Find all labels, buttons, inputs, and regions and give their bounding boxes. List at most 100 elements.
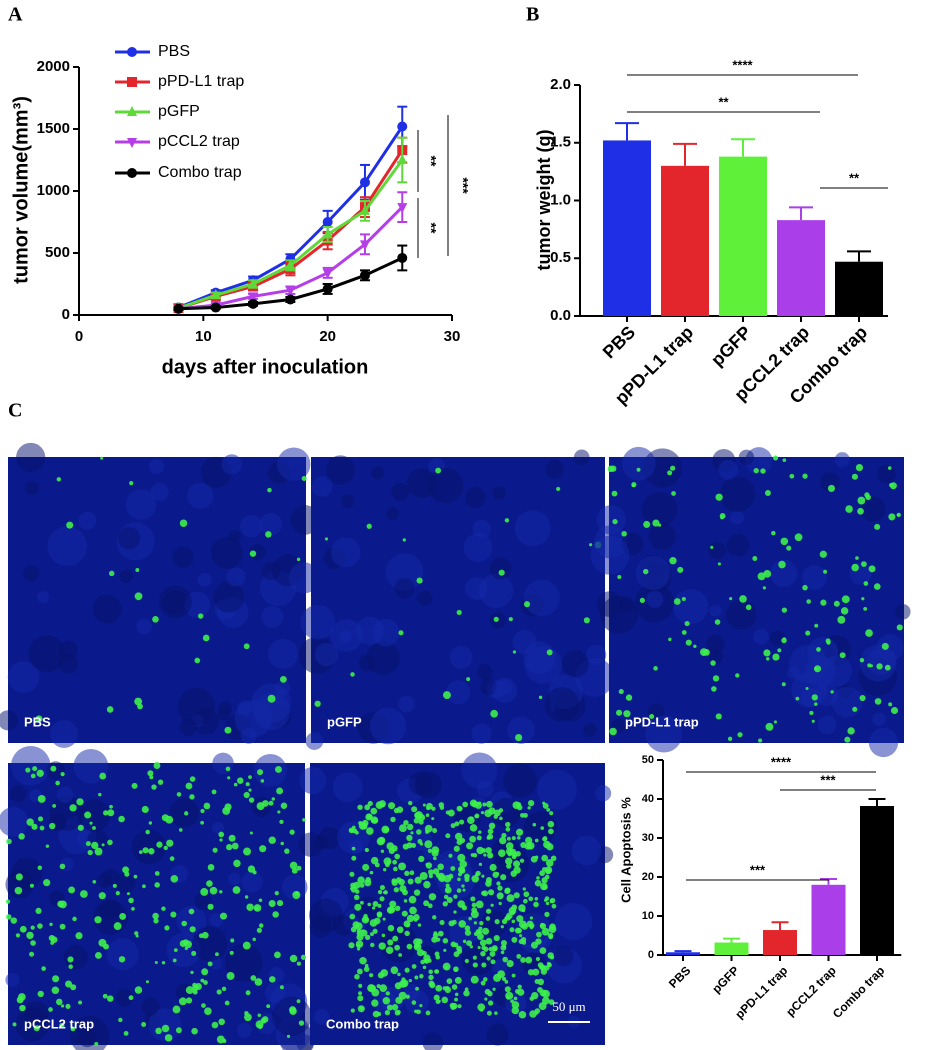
cell	[109, 804, 113, 809]
legend-label: PBS	[158, 43, 190, 60]
cell	[473, 932, 478, 937]
texture	[117, 527, 140, 550]
cell	[406, 923, 410, 928]
cell	[546, 649, 553, 656]
cell	[172, 958, 177, 963]
significance-label: **	[718, 94, 729, 109]
cell	[446, 897, 453, 904]
cell	[490, 959, 496, 965]
cell	[354, 973, 360, 980]
cell	[152, 615, 159, 623]
cell	[445, 833, 451, 839]
cell	[546, 807, 551, 812]
cell	[52, 803, 57, 808]
cell	[855, 463, 864, 472]
texture	[237, 1022, 252, 1038]
cell	[516, 927, 522, 934]
cell	[486, 800, 493, 808]
cell	[118, 956, 126, 963]
texture	[106, 938, 139, 971]
cell	[442, 938, 449, 944]
cell	[76, 798, 84, 806]
cell	[94, 1041, 99, 1047]
cell	[391, 1004, 399, 1011]
cell	[471, 800, 479, 808]
cell	[395, 877, 402, 883]
cell	[364, 963, 369, 968]
cell	[814, 702, 818, 706]
cell	[398, 630, 404, 636]
texture	[78, 799, 111, 832]
cell	[500, 939, 507, 946]
legend-marker	[127, 77, 137, 87]
cell	[372, 906, 376, 910]
cell	[511, 1001, 520, 1009]
cell	[516, 953, 522, 959]
cell	[506, 863, 512, 869]
y-tick-label: 30	[642, 832, 654, 844]
cell	[857, 507, 864, 515]
cell	[218, 1018, 225, 1026]
texture	[341, 494, 355, 509]
cell	[51, 986, 60, 995]
cell	[277, 810, 281, 814]
cell	[394, 1009, 401, 1016]
cell	[396, 926, 404, 934]
cell	[261, 1016, 269, 1023]
texture	[158, 585, 192, 619]
y-tick-label: 1.5	[550, 134, 571, 151]
cell	[98, 792, 102, 797]
cell	[349, 871, 355, 877]
cell	[425, 813, 430, 817]
texture	[24, 480, 40, 496]
cell	[479, 920, 484, 926]
cell	[431, 806, 436, 811]
scale-bar-label: 50 μm	[552, 999, 585, 1014]
cell	[532, 822, 537, 827]
cell	[811, 719, 815, 723]
cell	[855, 556, 859, 560]
cell	[786, 545, 792, 551]
texture	[10, 857, 43, 889]
cell	[184, 811, 189, 816]
cell	[625, 694, 633, 701]
cell	[78, 1000, 83, 1005]
cell	[673, 598, 681, 605]
cell	[881, 642, 889, 650]
cell	[802, 473, 808, 479]
cell	[611, 490, 618, 497]
cell	[485, 847, 492, 854]
cell	[429, 982, 436, 989]
texture	[253, 754, 287, 788]
cell	[427, 848, 433, 853]
cell	[272, 911, 279, 918]
cell	[157, 779, 164, 785]
texture	[464, 486, 486, 509]
cell	[115, 891, 120, 896]
cell	[383, 868, 387, 872]
cell	[451, 984, 458, 990]
cell	[525, 956, 533, 964]
cell	[505, 827, 511, 832]
cell	[439, 920, 445, 926]
cell	[425, 1010, 431, 1016]
cell	[268, 976, 276, 983]
cell	[362, 863, 370, 871]
cell	[453, 894, 458, 899]
cell	[384, 1010, 391, 1016]
image-label: Combo trap	[326, 1016, 399, 1031]
cell	[505, 821, 511, 828]
cell	[548, 934, 554, 940]
cell	[649, 713, 655, 719]
cell	[59, 863, 66, 870]
cell	[639, 597, 645, 603]
texture	[583, 723, 597, 737]
marker	[397, 154, 408, 164]
texture	[635, 555, 671, 590]
cell	[372, 928, 378, 934]
cell	[847, 727, 855, 735]
texture	[725, 599, 757, 631]
cell	[164, 1034, 173, 1042]
cell	[511, 904, 518, 911]
cell	[805, 686, 809, 690]
